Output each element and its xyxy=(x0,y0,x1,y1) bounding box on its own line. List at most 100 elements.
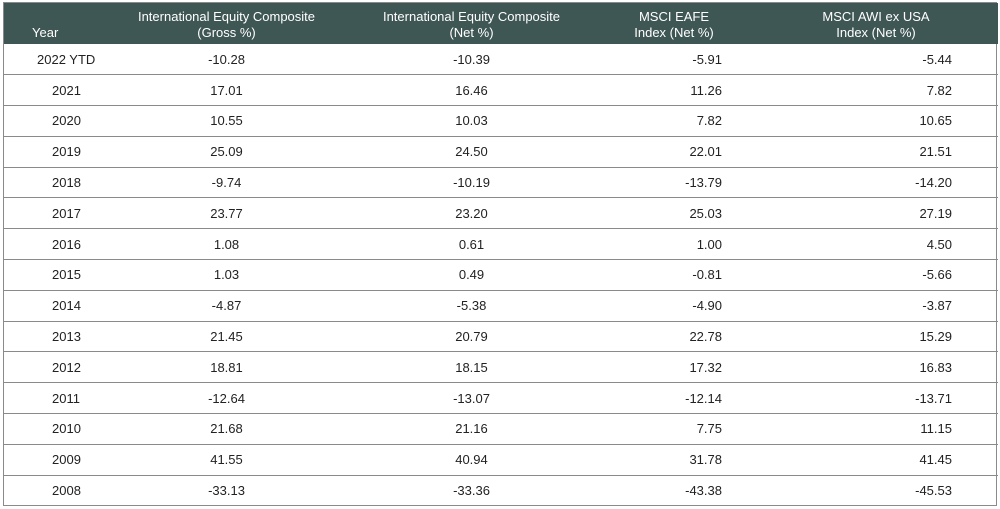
cell-composite-net: 40.94 xyxy=(455,452,488,468)
cell-composite-gross: 25.09 xyxy=(210,144,243,160)
table-row: 2020 10.55 10.03 7.82 10.65 xyxy=(4,105,998,137)
cell-year: 2008 xyxy=(52,483,81,499)
cell-composite-net: 0.61 xyxy=(458,236,485,252)
cell-composite-gross: 18.81 xyxy=(210,359,243,375)
performance-table-container: Year International Equity Composite (Gro… xyxy=(3,2,998,506)
table-row: 2017 23.77 23.20 25.03 27.19 xyxy=(4,197,998,229)
cell-msci-acwi: -45.53 xyxy=(915,483,952,499)
cell-composite-gross: 23.77 xyxy=(210,205,243,221)
cell-composite-net: 23.20 xyxy=(455,205,488,221)
cell-year: 2015 xyxy=(52,267,81,283)
cell-msci-eafe: 11.26 xyxy=(690,82,722,98)
cell-composite-gross: -33.13 xyxy=(208,483,245,499)
cell-composite-gross: 17.01 xyxy=(210,82,243,98)
cell-msci-acwi: 21.51 xyxy=(919,144,952,160)
table-row: 2021 17.01 16.46 11.26 7.82 xyxy=(4,74,998,106)
table-row: 2012 18.81 18.15 17.32 16.83 xyxy=(4,351,998,383)
table-row: 2009 41.55 40.94 31.78 41.45 xyxy=(4,444,998,475)
cell-composite-gross: -12.64 xyxy=(208,390,245,406)
cell-composite-net: -10.39 xyxy=(453,51,490,67)
cell-composite-net: -10.19 xyxy=(453,175,490,191)
cell-year: 2010 xyxy=(52,421,81,437)
cell-composite-net: 10.03 xyxy=(455,113,488,129)
cell-year: 2019 xyxy=(52,144,81,160)
cell-msci-acwi: -3.87 xyxy=(922,298,952,314)
cell-composite-net: -5.38 xyxy=(456,298,487,314)
cell-composite-gross: 41.55 xyxy=(210,452,243,468)
cell-msci-eafe: 31.78 xyxy=(689,452,722,468)
table-row: 2019 25.09 24.50 22.01 21.51 xyxy=(4,136,998,167)
cell-year: 2016 xyxy=(52,236,81,252)
cell-msci-acwi: 15.29 xyxy=(919,329,952,345)
cell-year: 2013 xyxy=(52,329,81,345)
cell-msci-eafe: 17.32 xyxy=(689,359,722,375)
table-header: Year International Equity Composite (Gro… xyxy=(4,3,998,44)
cell-composite-gross: 10.55 xyxy=(210,113,243,129)
table-row: 2014 -4.87 -5.38 -4.90 -3.87 xyxy=(4,290,998,321)
cell-msci-acwi: 11.15 xyxy=(920,421,952,437)
cell-msci-acwi: 7.82 xyxy=(926,82,952,98)
cell-composite-net: -33.36 xyxy=(453,483,490,499)
cell-msci-eafe: 7.75 xyxy=(696,421,722,437)
cell-year: 2017 xyxy=(52,205,81,221)
cell-msci-acwi: 41.45 xyxy=(919,452,952,468)
table-row: 2022 YTD -10.28 -10.39 -5.91 -5.44 xyxy=(4,44,998,75)
header-year: Year xyxy=(32,25,59,40)
table-row: 2013 21.45 20.79 22.78 15.29 xyxy=(4,321,998,352)
cell-msci-acwi: 4.50 xyxy=(926,236,952,252)
cell-composite-gross: 1.03 xyxy=(213,267,240,283)
cell-composite-net: 16.46 xyxy=(455,82,488,98)
table-row: 2016 1.08 0.61 1.00 4.50 xyxy=(4,228,998,260)
table-row: 2015 1.03 0.49 -0.81 -5.66 xyxy=(4,259,998,291)
header-composite-net: International Equity Composite (Net %) xyxy=(382,9,561,40)
cell-msci-eafe: -12.14 xyxy=(685,390,722,406)
cell-year: 2009 xyxy=(52,452,81,468)
cell-msci-eafe: 22.01 xyxy=(689,144,722,160)
header-composite-gross: International Equity Composite (Gross %) xyxy=(137,9,316,40)
table-body: 2022 YTD -10.28 -10.39 -5.91 -5.44 2021 17.01 1… xyxy=(4,44,998,506)
cell-year: 2020 xyxy=(52,113,81,129)
cell-msci-eafe: -0.81 xyxy=(692,267,722,283)
cell-year: 2018 xyxy=(52,175,81,191)
cell-composite-net: 18.15 xyxy=(455,359,488,375)
cell-year: 2022 YTD xyxy=(37,51,96,67)
cell-msci-acwi: -13.71 xyxy=(915,390,952,406)
cell-msci-eafe: -5.91 xyxy=(692,51,722,67)
table-row: 2010 21.68 21.16 7.75 11.15 xyxy=(4,413,998,445)
cell-year: 2012 xyxy=(52,359,81,375)
cell-composite-net: 21.16 xyxy=(455,421,488,437)
cell-composite-net: 20.79 xyxy=(455,329,488,345)
cell-composite-net: 24.50 xyxy=(455,144,488,160)
cell-msci-acwi: 27.19 xyxy=(919,205,952,221)
cell-composite-gross: 21.45 xyxy=(210,329,243,345)
cell-msci-eafe: 1.00 xyxy=(696,236,722,252)
cell-msci-acwi: -5.44 xyxy=(922,51,952,67)
table-row: 2008 -33.13 -33.36 -43.38 -45.53 xyxy=(4,475,998,506)
cell-msci-eafe: 25.03 xyxy=(689,205,722,221)
cell-msci-eafe: 7.82 xyxy=(696,113,722,129)
table-row: 2018 -9.74 -10.19 -13.79 -14.20 xyxy=(4,167,998,198)
cell-year: 2021 xyxy=(52,82,81,98)
cell-composite-gross: -9.74 xyxy=(211,175,242,191)
cell-year: 2014 xyxy=(52,298,81,314)
cell-msci-acwi: -5.66 xyxy=(922,267,952,283)
cell-composite-net: 0.49 xyxy=(458,267,485,283)
header-row: Year International Equity Composite (Gro… xyxy=(4,3,998,44)
cell-msci-eafe: -4.90 xyxy=(692,298,722,314)
cell-year: 2011 xyxy=(52,390,80,406)
cell-composite-gross: 1.08 xyxy=(213,236,240,252)
cell-msci-eafe: -13.79 xyxy=(685,175,722,191)
header-msci-acwi: MSCI AWI ex USA Index (Net %) xyxy=(822,9,930,40)
header-msci-eafe: MSCI EAFE Index (Net %) xyxy=(634,9,714,40)
cell-composite-gross: -10.28 xyxy=(208,51,245,67)
cell-composite-gross: -4.87 xyxy=(211,298,242,314)
table-row: 2011 -12.64 -13.07 -12.14 -13.71 xyxy=(4,382,998,414)
cell-msci-eafe: -43.38 xyxy=(685,483,722,499)
performance-table: Year International Equity Composite (Gro… xyxy=(4,3,998,506)
cell-msci-acwi: -14.20 xyxy=(915,175,952,191)
cell-composite-gross: 21.68 xyxy=(210,421,243,437)
cell-composite-net: -13.07 xyxy=(453,390,490,406)
cell-msci-eafe: 22.78 xyxy=(689,329,722,345)
cell-msci-acwi: 16.83 xyxy=(919,359,952,375)
cell-msci-acwi: 10.65 xyxy=(919,113,952,129)
